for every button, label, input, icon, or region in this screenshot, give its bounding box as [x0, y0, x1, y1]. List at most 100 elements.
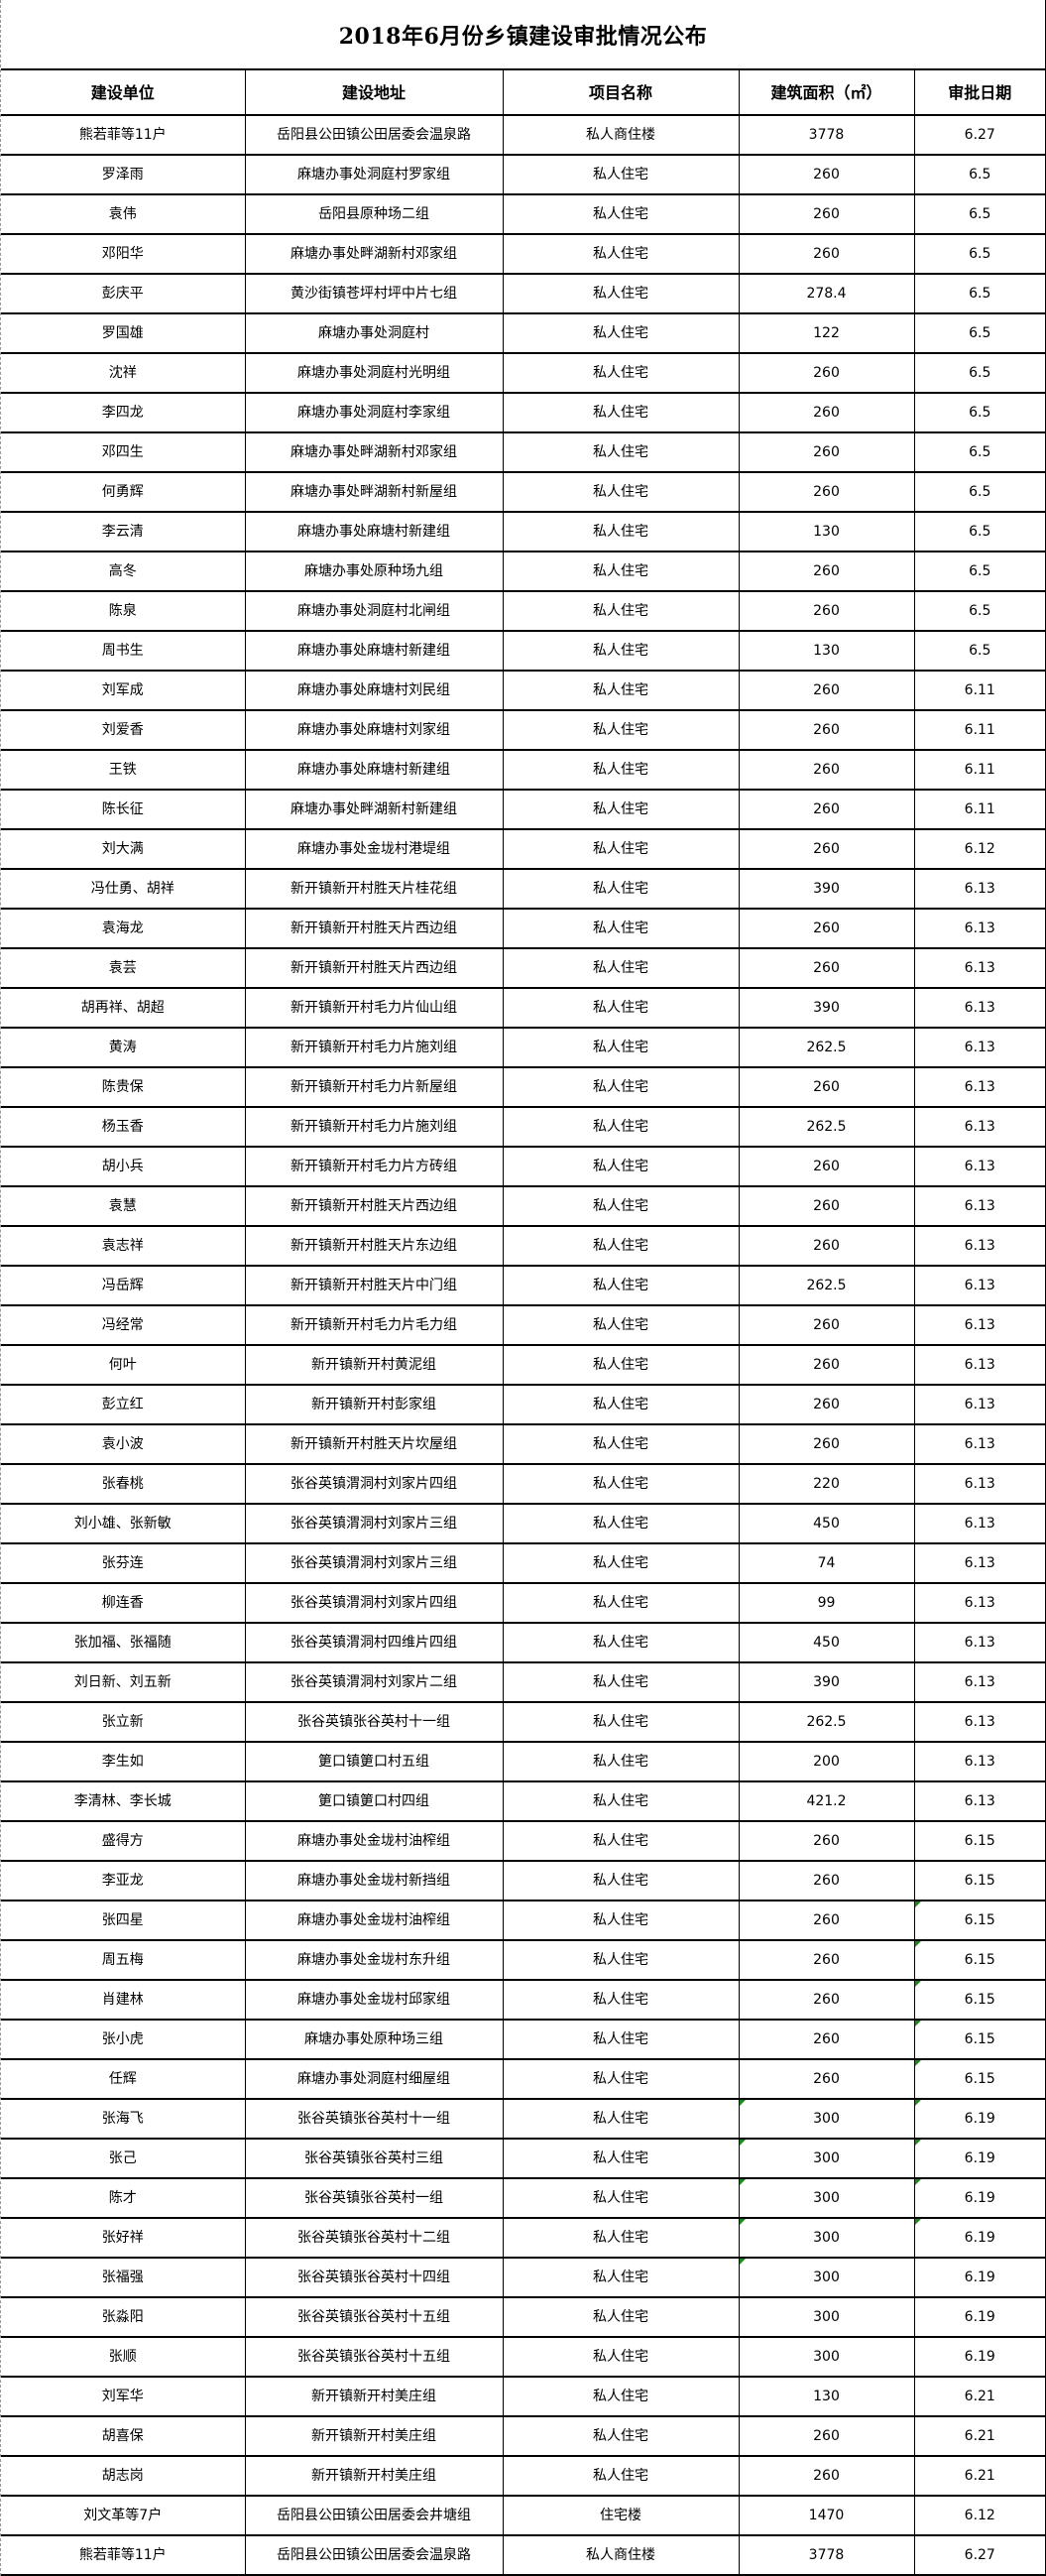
unit-cell[interactable]: 何勇辉	[1, 472, 246, 513]
unit-cell[interactable]: 李四龙	[1, 393, 246, 433]
address-cell[interactable]: 麻塘办事处畔湖新村邓家组	[244, 432, 504, 473]
unit-cell[interactable]: 刘小雄、张新敏	[1, 1504, 246, 1544]
date-cell[interactable]: 6.5	[913, 194, 1045, 235]
unit-cell[interactable]: 张四星	[1, 1901, 246, 1941]
date-cell[interactable]: 6.12	[913, 829, 1045, 870]
area-cell[interactable]: 260	[738, 750, 915, 791]
address-cell[interactable]: 新开镇新开村美庄组	[244, 2416, 504, 2457]
area-cell[interactable]: 260	[738, 552, 915, 592]
project-cell[interactable]: 私人住宅	[502, 1067, 740, 1108]
area-cell[interactable]: 260	[738, 1861, 915, 1901]
area-cell[interactable]: 300	[738, 2258, 915, 2298]
date-cell[interactable]: 6.5	[913, 432, 1045, 473]
area-cell[interactable]: 200	[738, 1742, 915, 1782]
address-cell[interactable]: 麻塘办事处洞庭村北闸组	[244, 591, 504, 632]
project-cell[interactable]: 私人住宅	[502, 829, 740, 870]
unit-cell[interactable]: 张己	[1, 2139, 246, 2179]
unit-cell[interactable]: 王铁	[1, 750, 246, 791]
project-cell[interactable]: 私人住宅	[502, 591, 740, 632]
area-cell[interactable]: 260	[738, 829, 915, 870]
date-cell[interactable]: 6.13	[913, 1702, 1045, 1743]
unit-cell[interactable]: 袁海龙	[1, 909, 246, 949]
project-cell[interactable]: 私人住宅	[502, 2456, 740, 2497]
unit-cell[interactable]: 张顺	[1, 2337, 246, 2378]
area-cell[interactable]: 260	[738, 2456, 915, 2497]
address-cell[interactable]: 岳阳县公田镇公田居委会温泉路	[244, 115, 504, 156]
address-cell[interactable]: 筻口镇筻口村五组	[244, 1742, 504, 1782]
area-cell[interactable]: 122	[738, 313, 915, 354]
date-cell[interactable]: 6.13	[913, 1424, 1045, 1465]
project-cell[interactable]: 私人住宅	[502, 909, 740, 949]
date-cell[interactable]: 6.19	[913, 2139, 1045, 2179]
unit-cell[interactable]: 刘军成	[1, 671, 246, 711]
project-cell[interactable]: 私人住宅	[502, 1504, 740, 1544]
area-cell[interactable]: 278.4	[738, 274, 915, 314]
unit-cell[interactable]: 张小虎	[1, 2020, 246, 2060]
date-cell[interactable]: 6.21	[913, 2456, 1045, 2497]
date-cell[interactable]: 6.13	[913, 1266, 1045, 1306]
date-cell[interactable]: 6.13	[913, 1781, 1045, 1822]
area-cell[interactable]: 260	[738, 155, 915, 195]
address-cell[interactable]: 张谷英镇张谷英村十一组	[244, 1702, 504, 1743]
area-cell[interactable]: 260	[738, 393, 915, 433]
area-cell[interactable]: 390	[738, 988, 915, 1029]
project-cell[interactable]: 住宅楼	[502, 2496, 740, 2536]
unit-cell[interactable]: 周五梅	[1, 1940, 246, 1981]
area-cell[interactable]: 260	[738, 1980, 915, 2021]
address-cell[interactable]: 麻塘办事处洞庭村	[244, 313, 504, 354]
unit-cell[interactable]: 张淼阳	[1, 2297, 246, 2338]
area-cell[interactable]: 260	[738, 1186, 915, 1227]
date-cell[interactable]: 6.5	[913, 512, 1045, 552]
date-cell[interactable]: 6.13	[913, 1662, 1045, 1703]
project-cell[interactable]: 私人住宅	[502, 631, 740, 672]
address-cell[interactable]: 新开镇新开村美庄组	[244, 2456, 504, 2497]
area-cell[interactable]: 3778	[738, 115, 915, 156]
header-area[interactable]: 建筑面积（㎡）	[738, 70, 915, 116]
project-cell[interactable]: 私人住宅	[502, 234, 740, 275]
date-cell[interactable]: 6.19	[913, 2218, 1045, 2259]
area-cell[interactable]: 260	[738, 353, 915, 394]
area-cell[interactable]: 260	[738, 1147, 915, 1187]
date-cell[interactable]: 6.13	[913, 1742, 1045, 1782]
date-cell[interactable]: 6.21	[913, 2377, 1045, 2417]
unit-cell[interactable]: 张海飞	[1, 2099, 246, 2140]
address-cell[interactable]: 岳阳县公田镇公田居委会温泉路	[244, 2535, 504, 2576]
area-cell[interactable]: 260	[738, 1424, 915, 1465]
area-cell[interactable]: 260	[738, 2059, 915, 2100]
project-cell[interactable]: 私人住宅	[502, 2099, 740, 2140]
unit-cell[interactable]: 袁伟	[1, 194, 246, 235]
address-cell[interactable]: 麻塘办事处畔湖新村邓家组	[244, 234, 504, 275]
header-project[interactable]: 项目名称	[502, 70, 740, 116]
area-cell[interactable]: 130	[738, 512, 915, 552]
project-cell[interactable]: 私人住宅	[502, 313, 740, 354]
area-cell[interactable]: 300	[738, 2099, 915, 2140]
address-cell[interactable]: 新开镇新开村毛力片新屋组	[244, 1067, 504, 1108]
area-cell[interactable]: 450	[738, 1504, 915, 1544]
area-cell[interactable]: 3778	[738, 2535, 915, 2576]
area-cell[interactable]: 260	[738, 2020, 915, 2060]
date-cell[interactable]: 6.12	[913, 2496, 1045, 2536]
date-cell[interactable]: 6.19	[913, 2337, 1045, 2378]
project-cell[interactable]: 私人住宅	[502, 1305, 740, 1346]
project-cell[interactable]: 私人住宅	[502, 1980, 740, 2021]
unit-cell[interactable]: 张春桃	[1, 1464, 246, 1505]
date-cell[interactable]: 6.13	[913, 1067, 1045, 1108]
unit-cell[interactable]: 刘日新、刘五新	[1, 1662, 246, 1703]
date-cell[interactable]: 6.5	[913, 591, 1045, 632]
date-cell[interactable]: 6.5	[913, 274, 1045, 314]
address-cell[interactable]: 麻塘办事处金垅村油榨组	[244, 1901, 504, 1941]
address-cell[interactable]: 新开镇新开村毛力片仙山组	[244, 988, 504, 1029]
address-cell[interactable]: 岳阳县公田镇公田居委会井塘组	[244, 2496, 504, 2536]
unit-cell[interactable]: 张好祥	[1, 2218, 246, 2259]
address-cell[interactable]: 麻塘办事处麻塘村新建组	[244, 512, 504, 552]
project-cell[interactable]: 私人住宅	[502, 2218, 740, 2259]
date-cell[interactable]: 6.13	[913, 1385, 1045, 1425]
area-cell[interactable]: 262.5	[738, 1107, 915, 1148]
address-cell[interactable]: 岳阳县原种场二组	[244, 194, 504, 235]
unit-cell[interactable]: 胡再祥、胡超	[1, 988, 246, 1029]
project-cell[interactable]: 私人住宅	[502, 750, 740, 791]
project-cell[interactable]: 私人住宅	[502, 1583, 740, 1624]
unit-cell[interactable]: 刘文革等7户	[1, 2496, 246, 2536]
unit-cell[interactable]: 胡小兵	[1, 1147, 246, 1187]
area-cell[interactable]: 260	[738, 909, 915, 949]
